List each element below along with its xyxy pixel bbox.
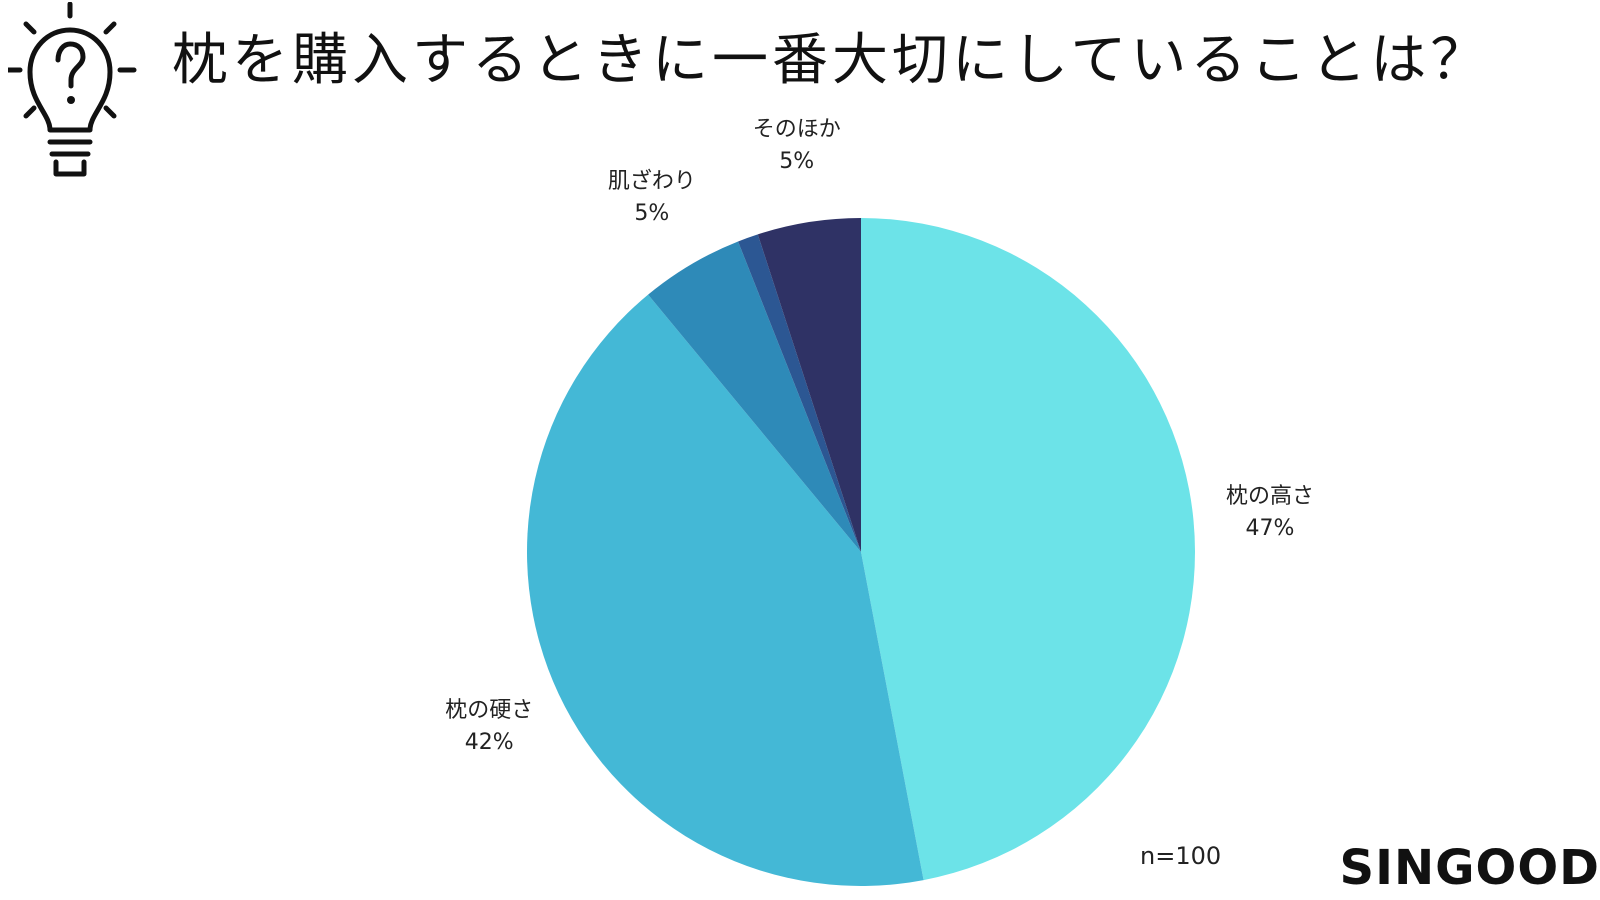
slice-label-value: 5% (634, 201, 670, 227)
slice-label-name: 枕の硬さ (445, 697, 534, 723)
pie-slice-2 (527, 294, 924, 887)
slice-label-name: 肌ざわり (607, 169, 696, 195)
lightbulb-question-icon (8, 2, 137, 177)
slice-label-value: 42% (464, 729, 514, 755)
slice-label-1: 枕の高さ 47% (1226, 481, 1314, 545)
slice-label-value: 47% (1245, 516, 1295, 542)
pie-slice-1 (861, 218, 1195, 881)
sample-size-note: n=100 (1140, 842, 1222, 870)
slice-label-name: そのほか (752, 117, 841, 143)
slice-label-value: 5% (779, 149, 815, 175)
pie-slice-3 (648, 241, 861, 552)
pie-slice-4 (738, 234, 861, 553)
pie-slice-5 (757, 218, 861, 552)
slice-label-3: 肌ざわり 5% (608, 166, 696, 230)
brand-logo: SINGOOD (1339, 840, 1600, 896)
slice-label-name: 枕の高さ (1225, 484, 1314, 510)
page-title: 枕を購入するときに一番大切にしていることは？ (172, 28, 1491, 93)
slice-label-5: そのほか 5% (753, 114, 841, 178)
slice-label-2: 枕の硬さ 42% (445, 695, 533, 759)
